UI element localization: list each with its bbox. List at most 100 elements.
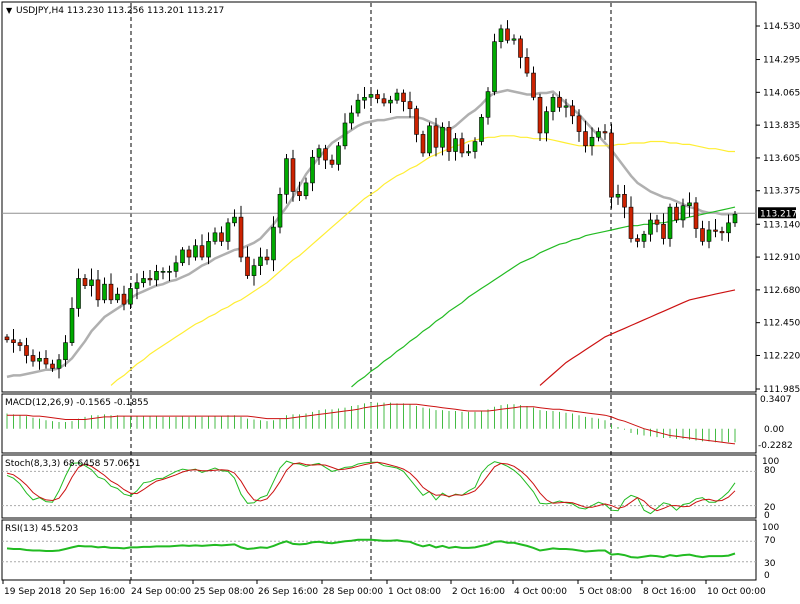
candle-bull bbox=[615, 194, 621, 198]
candle-bull bbox=[141, 278, 146, 284]
time-axis-label: 2 Oct 16:00 bbox=[452, 587, 505, 597]
moving-average-line-1 bbox=[110, 135, 735, 386]
candle-bull bbox=[388, 99, 393, 104]
time-axis-label: 20 Sep 16:00 bbox=[65, 587, 125, 597]
candle-bull bbox=[206, 241, 211, 258]
candle-bull bbox=[368, 94, 374, 98]
candle-bull bbox=[641, 233, 647, 242]
candle-bear bbox=[11, 339, 16, 343]
candle-bull bbox=[511, 38, 517, 41]
candle-bear bbox=[433, 125, 439, 148]
candle-bear bbox=[531, 72, 536, 98]
macd-signal-line bbox=[7, 403, 736, 445]
macd-axis-zero: 0.00 bbox=[764, 425, 784, 435]
macd-label: MACD(12,26,9) -0.1565 -0.1855 bbox=[5, 398, 149, 408]
candle-bear bbox=[557, 97, 562, 108]
time-axis-label: 1 Oct 08:00 bbox=[388, 587, 441, 597]
symbol-info-label: USDJPY,H4 113.230 113.256 113.201 113.21… bbox=[16, 6, 224, 16]
candle-bear bbox=[245, 256, 250, 276]
candle-bull bbox=[277, 194, 283, 228]
macd-axis-max: 0.3407 bbox=[760, 395, 792, 405]
candle-bear bbox=[622, 194, 627, 208]
rsi-label: RSI(13) 45.5203 bbox=[5, 524, 78, 534]
candle-bear bbox=[583, 131, 588, 147]
candle-bull bbox=[180, 249, 185, 264]
candle-bear bbox=[635, 238, 640, 242]
current-price-label: 113.217 bbox=[760, 209, 797, 219]
candle-bear bbox=[50, 363, 55, 369]
candle-bear bbox=[290, 158, 296, 192]
candle-bear bbox=[576, 115, 582, 132]
candle-bear bbox=[661, 223, 666, 239]
price-axis-label: 114.295 bbox=[763, 56, 800, 66]
candle-bull bbox=[89, 279, 94, 286]
time-axis-label: 25 Sep 08:00 bbox=[194, 587, 254, 597]
price-axis-label: 111.985 bbox=[763, 385, 800, 395]
candle-bull bbox=[232, 216, 237, 224]
candle-bull bbox=[115, 293, 120, 301]
time-axis-label: 26 Sep 16:00 bbox=[258, 587, 318, 597]
stoch-axis-0: 0 bbox=[764, 511, 770, 521]
rsi-line-0 bbox=[6, 538, 736, 559]
candle-bear bbox=[329, 159, 335, 165]
candle-bull bbox=[225, 222, 231, 242]
candle-bear bbox=[82, 278, 88, 286]
candle-bear bbox=[518, 38, 523, 58]
candle-bull bbox=[472, 141, 478, 152]
candle-bull bbox=[134, 282, 140, 289]
candle-bear bbox=[238, 216, 244, 258]
candle-bull bbox=[63, 342, 68, 361]
stoch-axis-100: 100 bbox=[762, 457, 779, 467]
symbol-menu-icon[interactable]: ▼ bbox=[6, 6, 13, 15]
candle-bear bbox=[609, 132, 614, 198]
candle-bear bbox=[654, 219, 660, 225]
price-axis-label: 113.835 bbox=[763, 121, 800, 131]
candle-bull bbox=[336, 145, 341, 165]
price-panel bbox=[1, 1, 757, 393]
candle-bear bbox=[693, 202, 699, 229]
candle-bear bbox=[24, 345, 29, 356]
candle-bear bbox=[264, 256, 270, 261]
candle-bull bbox=[479, 116, 484, 142]
candle-bull bbox=[687, 202, 692, 207]
candle-bull bbox=[128, 288, 133, 305]
candle-bull bbox=[440, 126, 445, 148]
price-axis-label: 114.530 bbox=[763, 22, 800, 32]
candle-bull bbox=[394, 92, 400, 101]
candle-bull bbox=[76, 278, 81, 309]
rsi-axis-100: 100 bbox=[762, 523, 779, 533]
candle-bear bbox=[30, 355, 36, 362]
price-axis-label: 112.450 bbox=[763, 319, 800, 329]
stoch-line-0 bbox=[6, 460, 736, 515]
candle-bull bbox=[310, 156, 315, 184]
time-axis-label: 8 Oct 16:00 bbox=[643, 587, 696, 597]
candle-bear bbox=[121, 293, 127, 305]
candle-bull bbox=[485, 91, 491, 118]
candle-bull bbox=[667, 206, 673, 239]
time-axis: 19 Sep 2018 20 Sep 16:00 24 Sep 00:00 25 Se… bbox=[2, 580, 766, 597]
stoch-plot bbox=[6, 460, 736, 515]
candle-bull bbox=[251, 265, 257, 276]
candle-bear bbox=[446, 126, 452, 152]
price-axis-label: 114.065 bbox=[763, 88, 800, 98]
rsi-axis-30: 30 bbox=[764, 559, 776, 569]
candle-bear bbox=[420, 134, 426, 154]
candle-bear bbox=[199, 245, 205, 258]
candle-bull bbox=[193, 245, 198, 258]
time-axis-label: 4 Oct 00:00 bbox=[514, 587, 567, 597]
candle-bear bbox=[570, 105, 575, 117]
time-axis-label: 10 Oct 00:00 bbox=[707, 587, 766, 597]
candle-bull bbox=[303, 182, 309, 197]
time-axis-label: 5 Oct 08:00 bbox=[579, 587, 632, 597]
candle-bear bbox=[700, 228, 705, 242]
moving-average-line-3 bbox=[539, 289, 736, 386]
candle-bull bbox=[466, 151, 471, 154]
candle-bear bbox=[219, 232, 224, 242]
candle-bear bbox=[323, 148, 328, 161]
price-axis-label: 113.605 bbox=[763, 154, 800, 164]
candle-bear bbox=[375, 94, 380, 100]
candle-bull bbox=[173, 262, 179, 272]
time-axis-label: 24 Sep 00:00 bbox=[131, 587, 191, 597]
candle-bull bbox=[453, 138, 458, 152]
